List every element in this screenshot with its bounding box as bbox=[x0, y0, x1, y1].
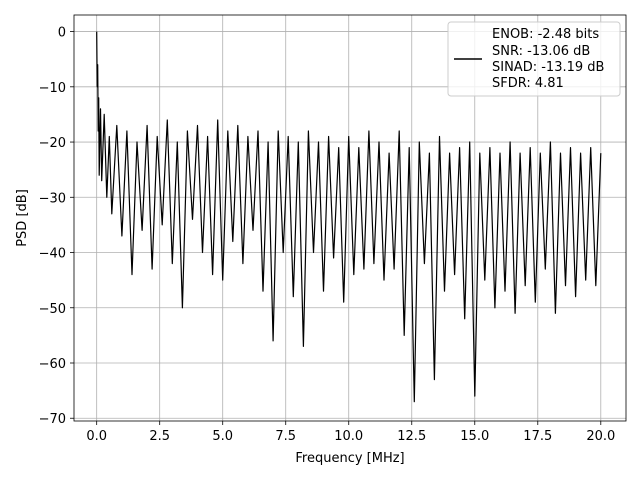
legend-sfdr: SFDR: 4.81 bbox=[492, 76, 564, 91]
y-tick-label: −70 bbox=[39, 412, 66, 427]
x-axis-ticks: 0.0 2.5 5.0 7.5 10.0 12.5 15.0 17.5 20.0 bbox=[86, 421, 615, 444]
x-tick-label: 7.5 bbox=[275, 429, 296, 444]
y-tick-label: −40 bbox=[39, 247, 66, 262]
x-tick-label: 12.5 bbox=[397, 429, 426, 444]
legend: ENOB: -2.48 bits SNR: -13.06 dB SINAD: -… bbox=[447, 21, 621, 97]
psd-series-line bbox=[96, 31, 602, 403]
x-tick-label: 15.0 bbox=[460, 429, 489, 444]
y-tick-label: −10 bbox=[39, 81, 66, 96]
x-tick-label: 17.5 bbox=[523, 429, 552, 444]
y-tick-label: 0 bbox=[58, 26, 66, 41]
legend-snr: SNR: -13.06 dB bbox=[492, 44, 590, 59]
y-axis-ticks: 0 −10 −20 −30 −40 −50 −60 −70 bbox=[39, 26, 74, 427]
legend-enob: ENOB: -2.48 bits bbox=[492, 27, 599, 42]
legend-box bbox=[447, 21, 621, 97]
x-axis-label: Frequency [MHz] bbox=[295, 451, 404, 466]
x-tick-label: 2.5 bbox=[149, 429, 170, 444]
legend-sinad: SINAD: -13.19 dB bbox=[492, 60, 604, 75]
y-tick-label: −20 bbox=[39, 136, 66, 151]
x-tick-label: 0.0 bbox=[86, 429, 107, 444]
series-layer bbox=[96, 31, 602, 403]
x-tick-label: 10.0 bbox=[334, 429, 363, 444]
y-axis-label: PSD [dB] bbox=[15, 189, 30, 247]
y-tick-label: −60 bbox=[39, 357, 66, 372]
x-tick-label: 20.0 bbox=[586, 429, 615, 444]
y-tick-label: −50 bbox=[39, 302, 66, 317]
plot-frame bbox=[73, 14, 627, 422]
y-tick-label: −30 bbox=[39, 191, 66, 206]
x-tick-label: 5.0 bbox=[212, 429, 233, 444]
